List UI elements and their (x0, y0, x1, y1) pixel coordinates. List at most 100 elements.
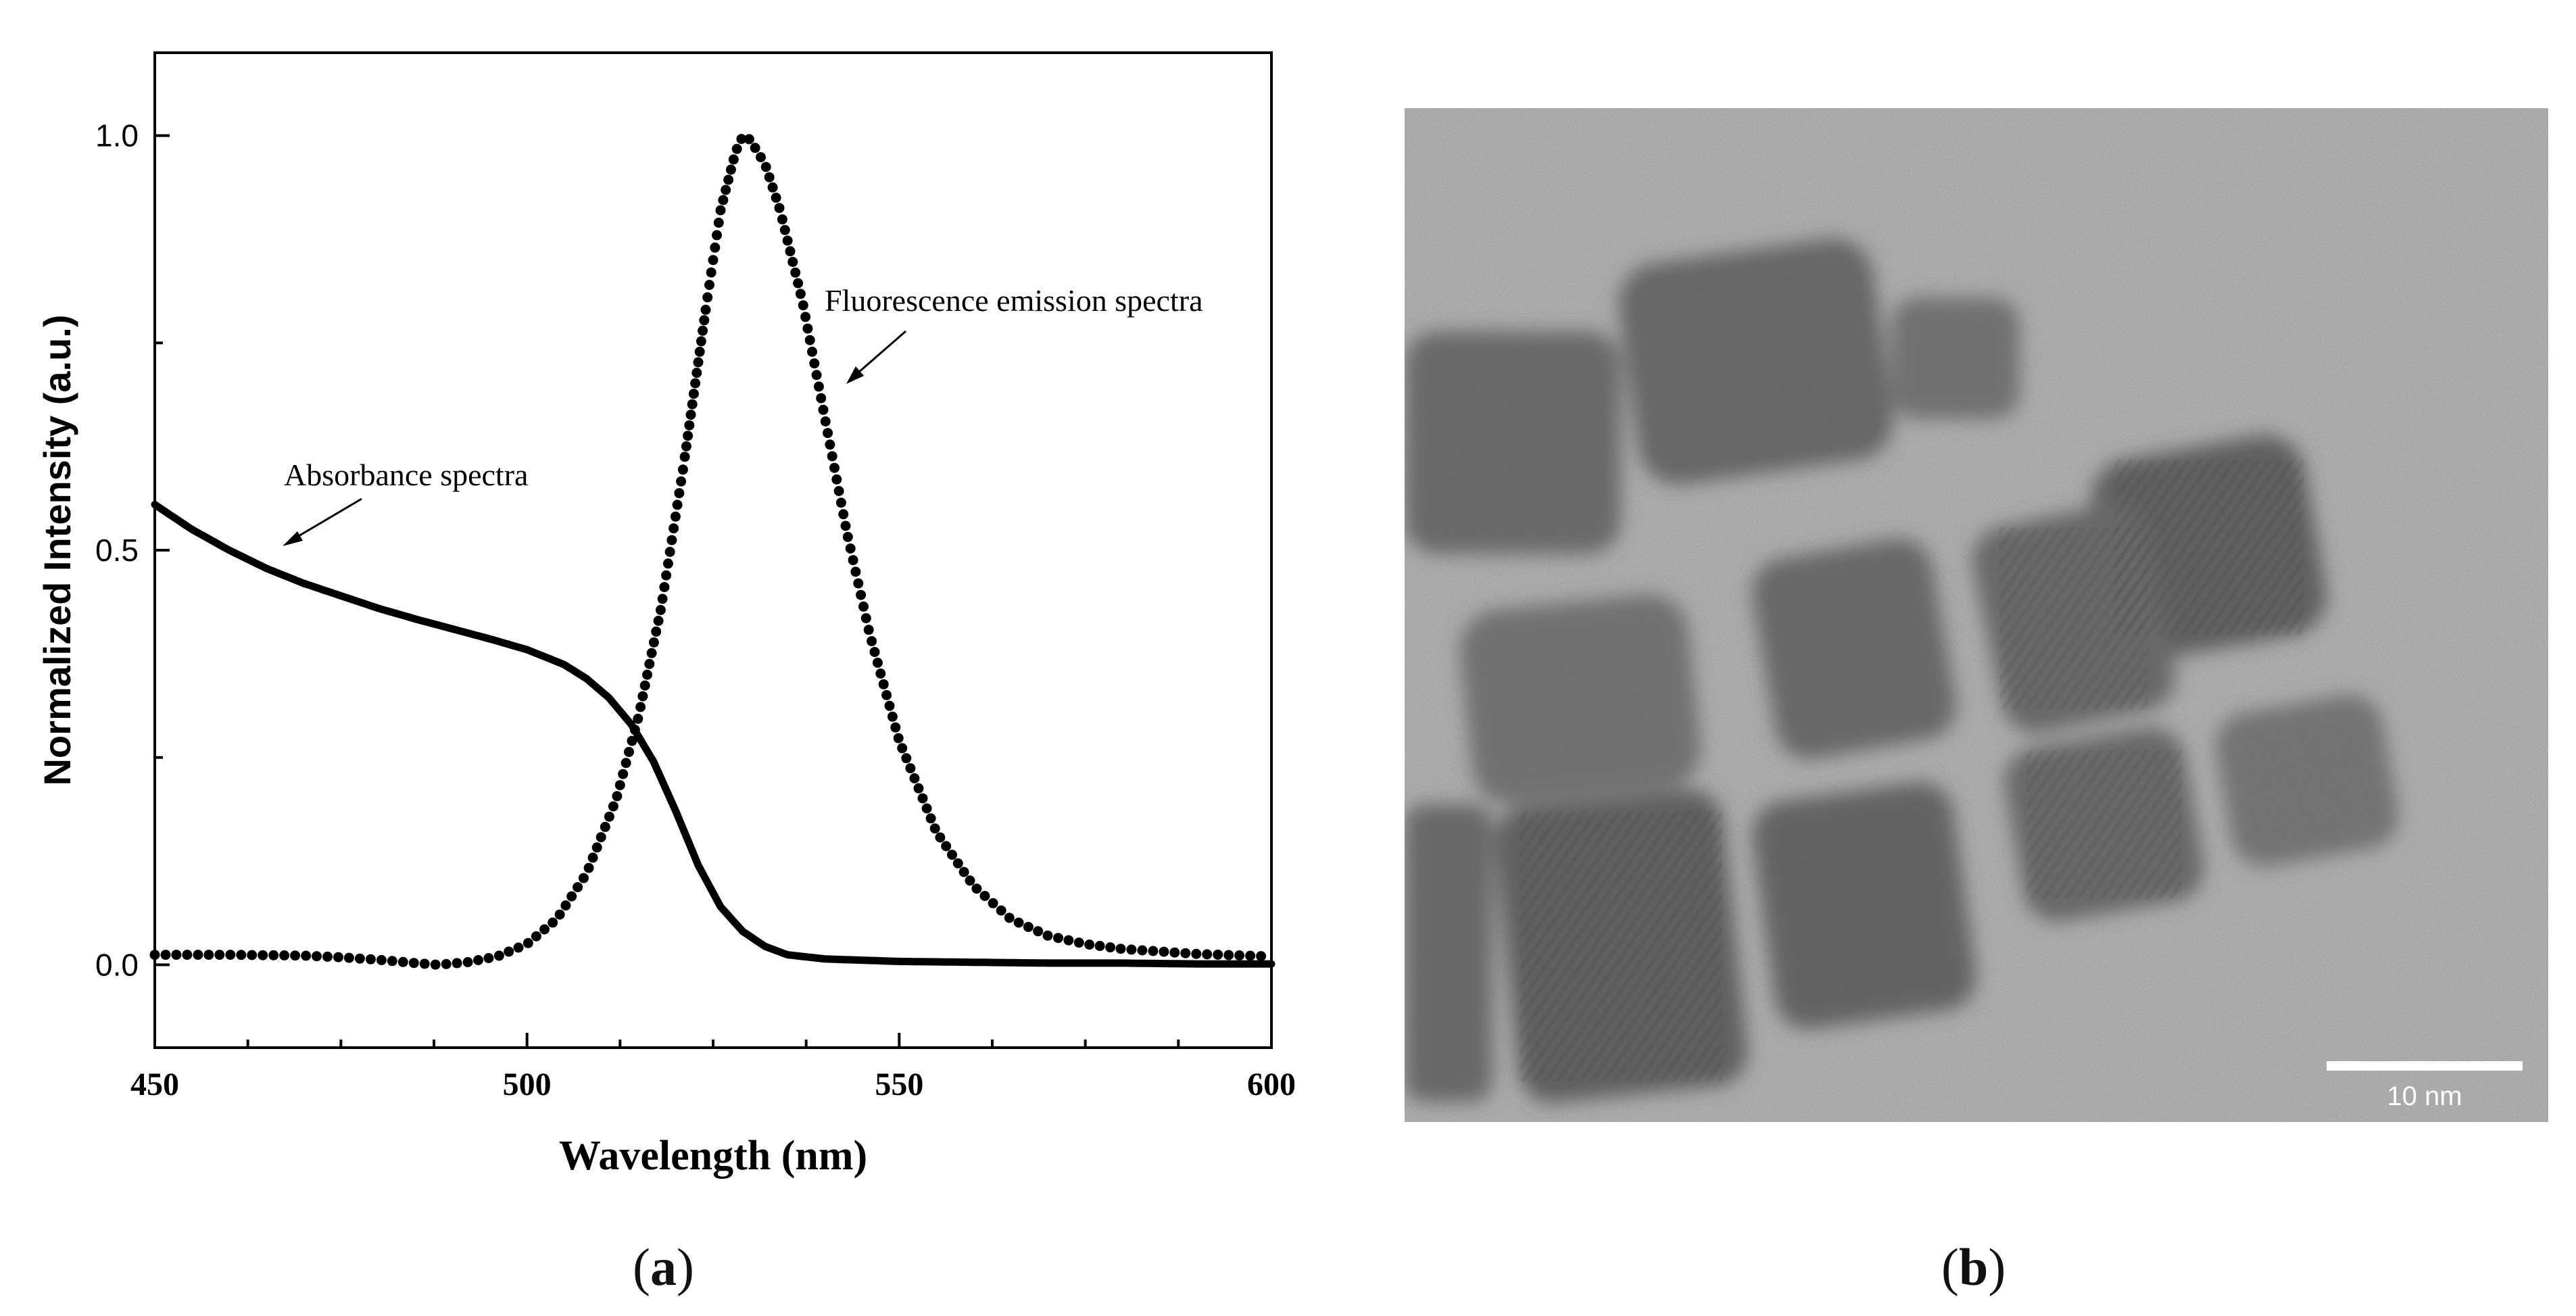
fluorescence-point (587, 852, 598, 863)
fluorescence-point (825, 439, 835, 450)
fluorescence-point (996, 905, 1006, 916)
fluorescence-point (958, 867, 969, 877)
fluorescence-point (795, 289, 806, 299)
fluorescence-point (672, 499, 683, 510)
absorbance-annotation-label: Absorbance spectra (284, 458, 528, 492)
fluorescence-point (728, 154, 739, 165)
fluorescence-point (171, 950, 182, 960)
fluorescence-point (823, 428, 833, 439)
fluorescence-point (774, 203, 785, 214)
fluorescence-point (718, 195, 729, 205)
spectra-chart: 450 500 550 600 0.0 0.5 1.0 Wavelength (nm) N… (36, 51, 1296, 1179)
fluorescence-point (193, 950, 203, 960)
absorbance-annotation-arrow (290, 497, 362, 542)
fluorescence-arrowhead (846, 366, 864, 384)
fluorescence-series (149, 134, 1267, 970)
absorbance-arrowhead (283, 531, 303, 546)
fluorescence-point (829, 462, 840, 473)
fluorescence-point (203, 950, 214, 960)
fluorescence-point (798, 300, 808, 311)
fluorescence-point (354, 953, 365, 964)
fluorescence-point (397, 956, 408, 967)
fluorescence-point (681, 441, 691, 452)
absorbance-series (151, 501, 1275, 968)
fluorescence-point (698, 325, 708, 336)
fluorescence-point (236, 950, 247, 960)
y-tick-label: 0.5 (95, 533, 139, 568)
fluorescence-point (1094, 941, 1105, 951)
fluorescence-point (979, 891, 990, 901)
fluorescence-point (1105, 942, 1116, 953)
fluorescence-point (687, 399, 698, 410)
fluorescence-point (777, 214, 787, 225)
fluorescence-point (802, 323, 813, 334)
fluorescence-point (1126, 944, 1137, 955)
fluorescence-point (1234, 950, 1245, 960)
fluorescence-point (790, 267, 801, 278)
fluorescence-point (756, 152, 766, 163)
fluorescence-point (800, 312, 811, 322)
fluorescence-point (699, 315, 710, 326)
fluorescence-point (827, 451, 837, 462)
fluorescence-point (723, 174, 734, 185)
fluorescence-point (629, 725, 640, 735)
fluorescence-point (905, 763, 916, 774)
panel-a-open-paren: ( (633, 1238, 650, 1296)
fluorescence-point (921, 803, 932, 814)
fluorescence-point (290, 950, 301, 961)
fluorescence-point (583, 862, 594, 873)
fluorescence-point (744, 134, 754, 145)
fluorescence-point (664, 547, 675, 557)
fluorescence-point (548, 917, 558, 928)
fluorescence-point (838, 509, 849, 520)
fluorescence-point (591, 842, 602, 853)
fluorescence-point (247, 950, 258, 960)
fluorescence-point (539, 924, 550, 935)
fluorescence-point (560, 900, 571, 911)
fluorescence-point (925, 813, 936, 824)
fluorescence-point (483, 953, 494, 963)
fluorescence-point (683, 431, 694, 441)
panel-a-letter: a (650, 1238, 677, 1296)
fluorescence-point (268, 950, 279, 960)
fluorescence-point (1137, 945, 1148, 956)
fluorescence-point (279, 950, 290, 960)
x-tick-label: 500 (503, 1067, 552, 1102)
fluorescence-point (913, 783, 924, 794)
fluorescence-point (624, 747, 634, 757)
fluorescence-point (441, 958, 452, 969)
fluorescence-point (804, 335, 815, 345)
fluorescence-point (160, 950, 171, 960)
fluorescence-point (513, 942, 524, 953)
fluorescence-point (301, 950, 312, 961)
fluorescence-point (365, 954, 376, 965)
fluorescence-point (782, 235, 793, 246)
fluorescence-point (842, 531, 853, 542)
fluorescence-point (779, 224, 790, 235)
panel-b-close-paren: ) (1988, 1238, 2006, 1296)
fluorescence-point (1213, 949, 1223, 960)
fluorescence-point (811, 370, 822, 381)
fluorescence-point (710, 242, 721, 253)
fluorescence-point (820, 416, 831, 427)
fluorescence-point (988, 898, 998, 908)
panel-label-b: (b) (1941, 1237, 2006, 1298)
fluorescence-point (666, 535, 677, 545)
fluorescence-point (845, 543, 856, 554)
fluorescence-point (523, 937, 533, 948)
fluorescence-point (708, 255, 719, 266)
absorbance-line (151, 501, 1275, 968)
fluorescence-point (642, 669, 652, 680)
fluorescence-point (644, 658, 655, 669)
fluorescence-point (760, 162, 771, 172)
fluorescence-point (685, 410, 696, 420)
x-axis-label: Wavelength (nm) (559, 1133, 867, 1179)
fluorescence-point (674, 488, 685, 499)
fluorescence-point (661, 570, 672, 581)
fluorescence-point (690, 378, 701, 389)
fluorescence-point (614, 780, 625, 791)
fluorescence-point (596, 832, 606, 843)
fluorescence-point (612, 791, 623, 802)
fluorescence-point (704, 280, 714, 290)
y-tick-label: 1.0 (95, 118, 139, 153)
